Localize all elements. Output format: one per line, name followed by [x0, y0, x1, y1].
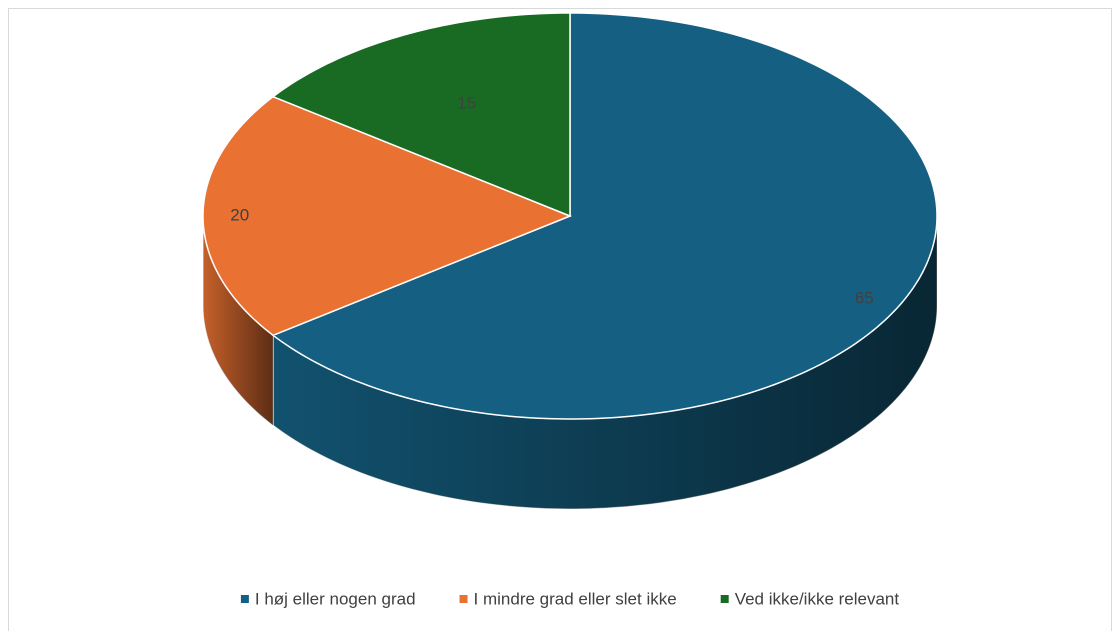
pie-slice [202, 95, 573, 337]
pie-side-shade [273, 216, 937, 509]
chart-border [8, 8, 1112, 636]
data-label: 15 [457, 93, 476, 112]
data-label: 65 [855, 288, 874, 307]
legend-label: Ved ikke/ikke relevant [735, 589, 900, 608]
legend-label: I høj eller nogen grad [255, 589, 416, 608]
pie-slice [271, 12, 938, 420]
pie-side-shade [203, 216, 274, 426]
data-label: 20 [230, 205, 249, 224]
pie-slice [271, 12, 571, 218]
legend-swatch [720, 595, 729, 603]
legend-label: I mindre grad eller slet ikke [474, 589, 677, 608]
legend-swatch [459, 595, 468, 603]
legend-swatch [240, 595, 249, 603]
